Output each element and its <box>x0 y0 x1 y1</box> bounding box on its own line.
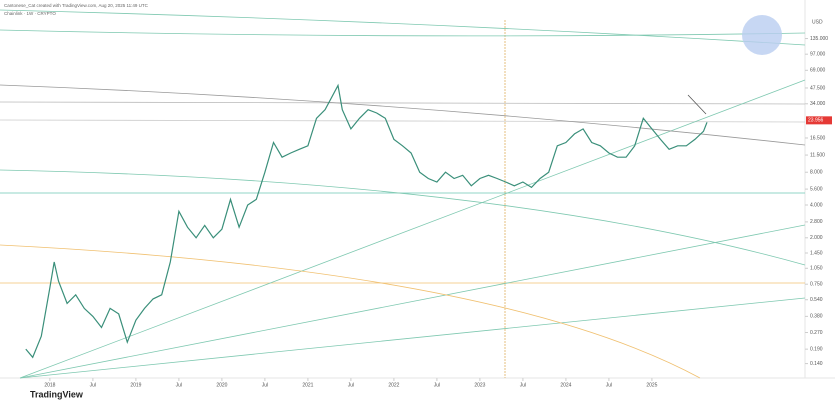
y-tick-label: 97.000 <box>810 52 826 58</box>
x-tick-label: 2018 <box>44 382 55 388</box>
x-tick-label: Jul <box>606 382 612 388</box>
fan-arc <box>0 169 806 266</box>
fan-arc <box>0 9 806 46</box>
trend-line <box>19 79 806 379</box>
y-tick-label: 5.600 <box>810 186 823 192</box>
y-tick-label: 0.140 <box>810 361 823 367</box>
chart-title: Chainlink · 1W · CRYPTO <box>4 11 56 16</box>
x-tick-label: 2021 <box>302 382 313 388</box>
y-tick-label: 69.000 <box>810 68 826 74</box>
x-tick-label: Jul <box>348 382 354 388</box>
subtitle: Cantonese_Cat created with TradingView.c… <box>4 3 149 8</box>
y-tick-label: 11.500 <box>810 152 825 158</box>
y-tick-label: 47.500 <box>810 85 826 91</box>
y-unit: USD <box>812 19 823 25</box>
y-tick-label: 34.000 <box>810 101 826 107</box>
x-tick-label: Jul <box>90 382 96 388</box>
y-tick-label: 1.050 <box>810 266 823 272</box>
y-tick-label: 16.500 <box>810 135 826 141</box>
y-tick-label: 4.000 <box>810 202 823 208</box>
y-tick-label: 1.450 <box>810 250 823 256</box>
last-price-tag <box>806 116 832 125</box>
highlight-circle <box>742 15 782 55</box>
y-tick-label: 0.750 <box>810 282 823 288</box>
x-tick-label: Jul <box>176 382 182 388</box>
drawings <box>0 9 806 379</box>
trend-line <box>19 224 806 379</box>
x-tick-label: Jul <box>434 382 440 388</box>
last-price-label: 23.956 <box>808 118 824 124</box>
y-tick-label: 135.000 <box>810 36 828 42</box>
y-tick-label: 8.000 <box>810 170 823 176</box>
x-tick-label: 2022 <box>388 382 399 388</box>
y-tick-label: 0.270 <box>810 330 823 336</box>
y-tick-label: 2.000 <box>810 235 823 241</box>
arrow <box>687 94 707 115</box>
x-tick-label: Jul <box>520 382 526 388</box>
trend-line <box>19 297 806 379</box>
x-tick-label: 2023 <box>474 382 485 388</box>
y-tick-label: 0.190 <box>810 346 823 352</box>
fan-arc <box>0 29 806 37</box>
y-tick-label: 0.540 <box>810 297 823 303</box>
y-tick-label: 0.380 <box>810 314 823 320</box>
x-tick-label: Jul <box>262 382 268 388</box>
x-tick-label: 2024 <box>560 382 571 388</box>
fan-arc <box>0 244 701 379</box>
x-tick-label: 2025 <box>646 382 657 388</box>
x-tick-label: 2019 <box>130 382 141 388</box>
brand: TradingView <box>30 389 84 399</box>
fan-arc <box>0 84 806 146</box>
resistance-line <box>0 101 806 105</box>
price-line <box>25 83 708 359</box>
y-tick-label: 2.800 <box>810 219 823 225</box>
resistance-line <box>0 119 806 123</box>
x-tick-label: 2020 <box>216 382 227 388</box>
